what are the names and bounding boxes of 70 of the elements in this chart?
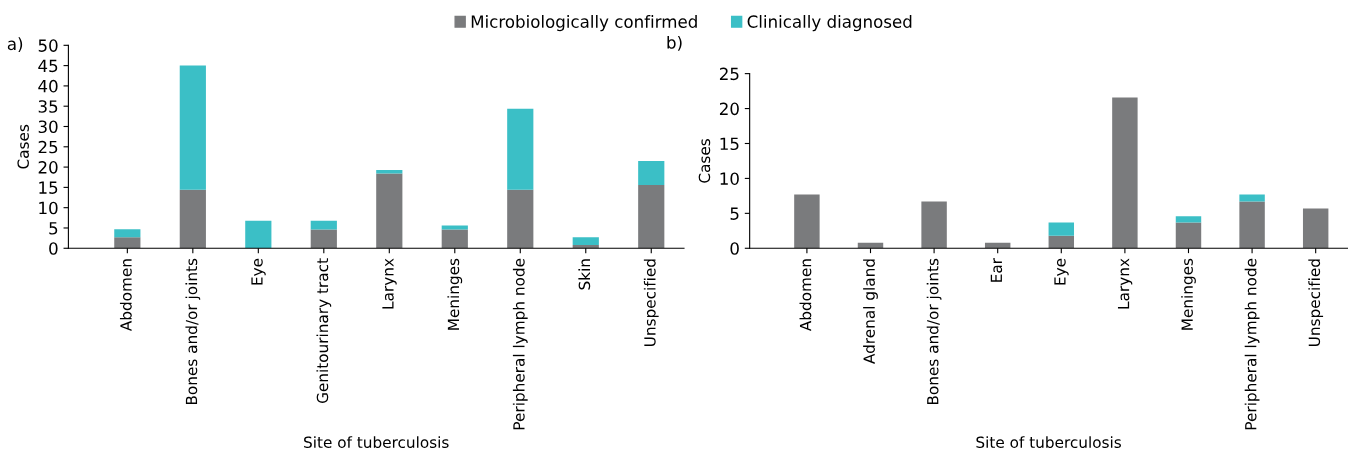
- bar: [1175, 222, 1202, 249]
- y-tick-label: 0: [49, 242, 58, 255]
- bar: [441, 225, 468, 230]
- x-axis-title: Site of tuberculosis: [976, 436, 1121, 449]
- y-axis-title: Cases: [17, 124, 29, 169]
- legend-label: Microbiologically confirmed: [471, 15, 697, 32]
- x-tick-label: Bones and/or joints: [926, 258, 942, 405]
- bar: [1175, 216, 1202, 223]
- bar: [310, 220, 337, 230]
- bar: [1112, 97, 1138, 249]
- x-tick-label: Eye: [1054, 258, 1069, 285]
- y-tick-label: 45: [38, 59, 58, 73]
- y-tick-label: 10: [39, 201, 58, 215]
- bar: [921, 201, 947, 249]
- x-tick-label: Abdomen: [119, 259, 132, 332]
- x-tick-label: Genitourinary tract: [316, 258, 332, 404]
- bar: [179, 189, 206, 249]
- y-tick-label: 20: [38, 161, 58, 174]
- bar: [572, 237, 599, 246]
- bar: [114, 229, 141, 238]
- y-tick-label: 0: [730, 242, 739, 255]
- x-tick-label: Unspecified: [643, 259, 659, 346]
- y-tick-label: 30: [38, 120, 58, 134]
- x-tick-label: Meninges: [1181, 258, 1196, 330]
- x-tick-label: Larynx: [382, 258, 397, 309]
- bar: [310, 229, 337, 249]
- y-tick-label: 50: [38, 39, 58, 52]
- y-axis-title: Cases: [698, 139, 711, 183]
- y-tick-label: 40: [38, 79, 58, 93]
- y-tick-label: 25: [38, 140, 58, 154]
- y-tick-label: 5: [49, 222, 58, 235]
- y-tick-label: 20: [719, 102, 739, 116]
- bar: [1048, 235, 1075, 249]
- bar: [507, 108, 534, 190]
- y-tick-label: 35: [38, 100, 58, 113]
- bar: [572, 245, 599, 249]
- y-tick-label: 25: [719, 67, 739, 81]
- x-tick-label: Eye: [251, 258, 266, 285]
- legend-label: Clinically diagnosed: [747, 15, 912, 32]
- y-tick-label: 15: [39, 181, 58, 194]
- bar: [638, 184, 665, 249]
- x-tick-label: Abdomen: [799, 259, 812, 332]
- bar: [794, 194, 820, 249]
- x-tick-label: Adrenal gland: [863, 259, 878, 364]
- x-tick-label: Ear: [990, 258, 1003, 282]
- text: a): [7, 37, 23, 53]
- x-tick-label: Larynx: [1117, 258, 1133, 309]
- y-tick-label: 15: [720, 137, 739, 151]
- y-tick-label: 10: [720, 172, 739, 185]
- bar: [1048, 222, 1075, 236]
- bar: [1302, 208, 1329, 249]
- x-tick-label: Meninges: [447, 258, 463, 330]
- x-tick-label: Peripheral lymph node: [1244, 258, 1260, 430]
- annotation: b): [667, 35, 682, 51]
- bar: [376, 169, 403, 174]
- bar: [179, 65, 206, 190]
- bar: [1239, 194, 1265, 202]
- x-tick-label: Unspecified: [1308, 259, 1324, 346]
- y-tick-label: 5: [730, 207, 739, 220]
- x-tick-label: Skin: [578, 259, 591, 290]
- bar: [638, 161, 665, 185]
- x-tick-label: Bones and/or joints: [185, 258, 201, 405]
- bar: [441, 229, 468, 249]
- bar: [114, 237, 141, 249]
- bar: [507, 189, 534, 249]
- bar: [376, 173, 403, 249]
- bar: [1239, 201, 1265, 249]
- bar: [245, 220, 272, 249]
- x-tick-label: Peripheral lymph node: [512, 258, 528, 430]
- x-axis-title: Site of tuberculosis: [304, 436, 449, 449]
